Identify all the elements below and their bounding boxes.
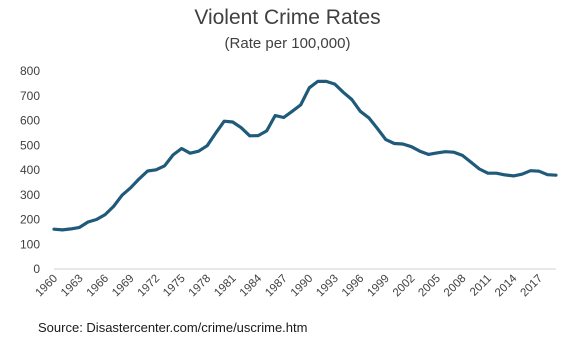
y-tick-label: 600 (20, 114, 40, 128)
x-tick-label: 1972 (136, 273, 163, 300)
x-tick-label: 2005 (416, 273, 443, 300)
x-tick-label: 1999 (365, 273, 392, 300)
x-tick-label: 1975 (161, 273, 188, 300)
x-tick-label: 1981 (212, 273, 239, 300)
x-tick-label: 1969 (110, 273, 137, 300)
x-tick-label: 1990 (289, 273, 316, 300)
x-tick-label: 1996 (340, 273, 367, 300)
chart-source: Source: Disastercenter.com/crime/uscrime… (38, 320, 308, 335)
y-tick-label: 800 (20, 64, 40, 78)
y-tick-label: 200 (20, 213, 40, 227)
x-tick-label: 1993 (314, 273, 341, 300)
series-line-0 (52, 79, 558, 232)
y-tick-label: 100 (20, 237, 40, 251)
x-tick-label: 2008 (442, 273, 469, 300)
x-tick-label: 2011 (468, 273, 494, 299)
x-tick-label: 1987 (263, 273, 290, 300)
x-tick-label: 1963 (59, 273, 86, 300)
y-tick-label: 700 (20, 89, 40, 103)
chart-title: Violent Crime Rates (194, 6, 381, 29)
x-tick-label: 1978 (187, 273, 214, 300)
y-tick-label: 300 (20, 188, 40, 202)
chart-subtitle: (Rate per 100,000) (224, 35, 351, 52)
x-tick-label: 1984 (238, 272, 265, 299)
y-tick-label: 500 (20, 138, 40, 152)
x-tick-label: 2017 (519, 273, 546, 300)
x-tick-label: 1960 (34, 273, 61, 300)
x-tick-label: 2014 (493, 272, 520, 299)
x-tick-label: 2002 (391, 273, 418, 300)
y-tick-label: 0 (33, 262, 40, 276)
y-tick-label: 400 (20, 163, 40, 177)
x-tick-label: 1966 (85, 273, 112, 300)
